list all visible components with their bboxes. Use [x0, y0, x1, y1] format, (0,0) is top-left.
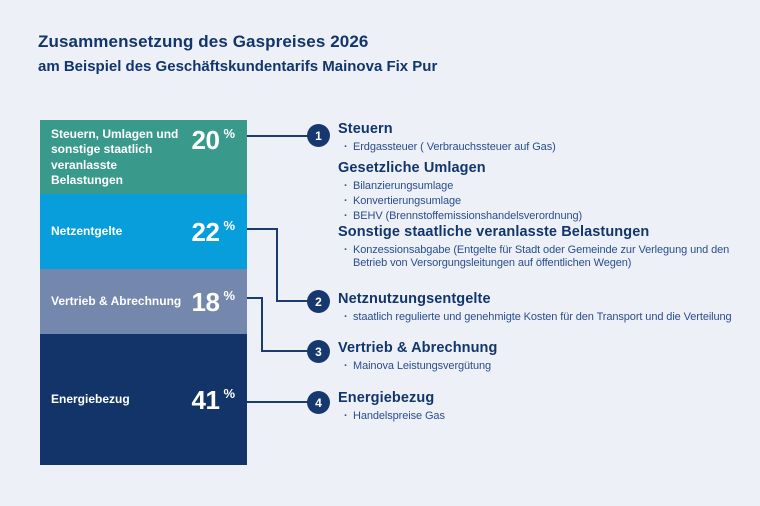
- bullet-marker: ·: [344, 360, 348, 372]
- badge-number: 4: [315, 395, 322, 410]
- annotation-heading: Energiebezug: [338, 390, 435, 406]
- annotation-netznutzungsentgelte: Netznutzungsentgelte · staatlich regulie…: [338, 291, 736, 324]
- bar-segment-value: 22 %: [192, 219, 247, 245]
- bullet-list: · Erdgassteuer ( Verbrauchssteuer auf Ga…: [338, 141, 736, 154]
- list-item: · BEHV (Brennstoffemissionshandelsverord…: [338, 210, 736, 223]
- annotation-steuern: Steuern · Erdgassteuer ( Verbrauchssteue…: [338, 121, 736, 154]
- annotation-energiebezug: Energiebezug · Handelspreise Gas: [338, 390, 736, 423]
- bullet-text: Mainova Leistungsvergütung: [353, 360, 492, 372]
- bullet-list: · Bilanzierungsumlage · Konvertierungsum…: [338, 180, 736, 223]
- page-title: Zusammensetzung des Gaspreises 2026: [38, 32, 369, 51]
- connector-line-4: [247, 401, 308, 403]
- bullet-list: · Konzessionsabgabe (Entgelte für Stadt …: [338, 244, 736, 270]
- badge-number: 3: [315, 344, 322, 359]
- bullet-marker: ·: [344, 410, 348, 422]
- bar-segment-energiebezug: Energiebezug 41 %: [40, 334, 247, 465]
- annotation-badge-4: 4: [307, 391, 330, 414]
- bullet-marker: ·: [344, 210, 348, 222]
- bar-segment-vertrieb: Vertrieb & Abrechnung 18 %: [40, 269, 247, 334]
- list-item: · staatlich regulierte und genehmigte Ko…: [338, 311, 736, 324]
- percent-sign: %: [223, 126, 235, 141]
- connector-line-3: [261, 350, 308, 352]
- bullet-list: · Mainova Leistungsvergütung: [338, 360, 736, 373]
- annotation-gesetzliche-umlagen: Gesetzliche Umlagen · Bilanzierungsumlag…: [338, 160, 736, 223]
- bar-segment-label: Steuern, Umlagen und sonstige staatlich …: [51, 127, 179, 188]
- percent-sign: %: [223, 217, 235, 233]
- connector-line-1: [247, 135, 308, 137]
- bar-segment-value: 18 %: [192, 289, 247, 315]
- annotation-heading: Netznutzungsentgelte: [338, 291, 491, 307]
- list-item: · Erdgassteuer ( Verbrauchssteuer auf Ga…: [338, 141, 736, 154]
- header: Zusammensetzung des Gaspreises 2026 am B…: [38, 32, 437, 75]
- connector-line-3: [261, 297, 263, 352]
- bullet-text: Bilanzierungsumlage: [353, 180, 454, 192]
- annotation-sonstige-belastungen: Sonstige staatliche veranlasste Belastun…: [338, 224, 736, 270]
- annotation-heading: Gesetzliche Umlagen: [338, 160, 486, 176]
- bar-segment-label: Vertrieb & Abrechnung: [51, 293, 182, 308]
- bullet-marker: ·: [344, 311, 348, 323]
- percent-sign: %: [223, 385, 235, 401]
- connector-line-2: [276, 228, 278, 302]
- list-item: · Mainova Leistungsvergütung: [338, 360, 736, 373]
- bullet-marker: ·: [344, 244, 348, 256]
- bullet-text: BEHV (Brennstoffemissionshandelsverordnu…: [353, 210, 583, 222]
- list-item: · Bilanzierungsumlage: [338, 180, 736, 193]
- connector-line-2: [276, 300, 308, 302]
- bullet-text: Konvertierungsumlage: [353, 195, 462, 207]
- annotation-vertrieb-abrechnung: Vertrieb & Abrechnung · Mainova Leistung…: [338, 340, 736, 373]
- list-item: · Handelspreise Gas: [338, 410, 736, 423]
- percent-sign: %: [223, 287, 235, 303]
- bar-segment-label: Energiebezug: [51, 391, 130, 406]
- bullet-list: · Handelspreise Gas: [338, 410, 736, 423]
- bar-segment-value: 41 %: [192, 387, 247, 413]
- badge-number: 2: [315, 294, 322, 309]
- bar-segment-value: 20 %: [192, 127, 247, 153]
- percent-value: 18: [191, 286, 220, 317]
- annotation-heading: Steuern: [338, 121, 393, 137]
- list-item: · Konzessionsabgabe (Entgelte für Stadt …: [338, 244, 736, 270]
- bullet-text: Konzessionsabgabe (Entgelte für Stadt od…: [353, 244, 730, 269]
- page-subtitle: am Beispiel des Geschäftskundentarifs Ma…: [38, 58, 438, 75]
- annotation-heading: Sonstige staatliche veranlasste Belastun…: [338, 224, 650, 240]
- bullet-marker: ·: [344, 195, 348, 207]
- connector-line-3: [247, 297, 263, 299]
- annotation-badge-2: 2: [307, 290, 330, 313]
- annotation-heading: Vertrieb & Abrechnung: [338, 340, 498, 356]
- bullet-marker: ·: [344, 180, 348, 192]
- bullet-list: · staatlich regulierte und genehmigte Ko…: [338, 311, 736, 324]
- bar-segment-steuern: Steuern, Umlagen und sonstige staatlich …: [40, 120, 247, 194]
- list-item: · Konvertierungsumlage: [338, 195, 736, 208]
- bar-segment-netzentgelte: Netzentgelte 22 %: [40, 194, 247, 269]
- annotation-badge-1: 1: [307, 124, 330, 147]
- bullet-text: Handelspreise Gas: [353, 410, 445, 422]
- bar-segment-label: Netzentgelte: [51, 223, 123, 238]
- bullet-text: Erdgassteuer ( Verbrauchssteuer auf Gas): [353, 141, 556, 153]
- annotation-badge-3: 3: [307, 340, 330, 363]
- stacked-bar: Steuern, Umlagen und sonstige staatlich …: [40, 120, 247, 465]
- connector-line-2: [247, 228, 278, 230]
- percent-value: 20: [191, 125, 220, 155]
- badge-number: 1: [315, 128, 322, 143]
- percent-value: 22: [191, 216, 220, 247]
- bullet-text: staatlich regulierte und genehmigte Kost…: [353, 311, 732, 323]
- percent-value: 41: [191, 384, 220, 415]
- bullet-marker: ·: [344, 141, 348, 153]
